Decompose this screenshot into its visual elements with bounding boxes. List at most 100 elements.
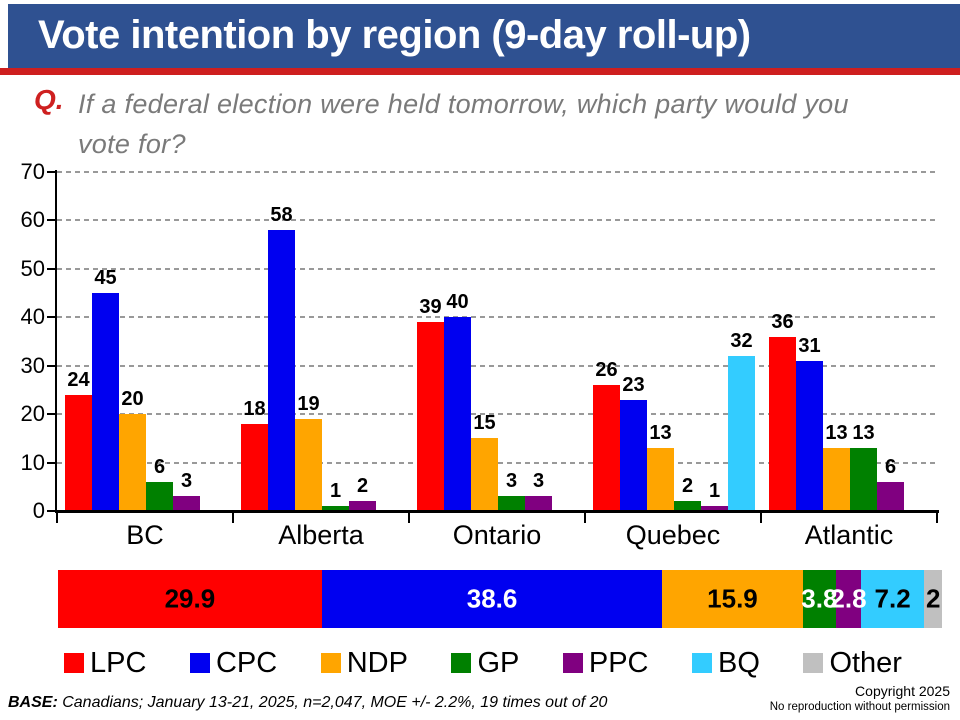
total-value-cpc: 38.6 <box>466 583 518 614</box>
bar-value-atlantic-ndp: 13 <box>825 422 848 445</box>
y-axis-tick-40 <box>47 316 56 319</box>
y-axis-label-20: 20 <box>20 401 45 427</box>
bar-value-quebec-cpc: 23 <box>622 373 645 396</box>
legend-label-other: Other <box>829 646 902 679</box>
bar-atlantic-lpc <box>769 336 796 511</box>
header-bar: Vote intention by region (9-day roll-up) <box>8 4 960 68</box>
total-value-ndp: 15.9 <box>707 583 758 614</box>
legend-item-gp: GP <box>451 647 519 680</box>
y-axis-label-10: 10 <box>20 449 45 475</box>
bar-quebec-gp <box>674 501 701 511</box>
bar-bc-gp <box>146 481 173 511</box>
legend-label-ndp: NDP <box>346 646 408 679</box>
bar-bc-ppc <box>173 496 200 511</box>
total-value-ppc: 2.8 <box>830 583 867 614</box>
total-segment-ppc: 2.8 <box>830 570 867 628</box>
question-prefix: Q. <box>34 84 64 115</box>
bar-quebec-ppc <box>701 506 728 511</box>
y-axis-line <box>55 170 57 513</box>
bar-value-ontario-ndp: 15 <box>473 412 496 435</box>
bar-alberta-cpc <box>268 230 295 511</box>
total-value-lpc: 29.9 <box>164 583 216 614</box>
total-value-other: 2 <box>925 583 941 614</box>
bar-quebec-ndp <box>647 448 674 511</box>
bar-ontario-lpc <box>417 322 444 511</box>
total-segment-ndp: 15.9 <box>662 570 803 628</box>
y-axis-tick-50 <box>47 267 56 270</box>
legend-swatch-lpc <box>64 653 84 673</box>
legend-item-cpc: CPC <box>189 646 278 680</box>
legend-item-other: Other <box>803 647 902 680</box>
x-axis-tick-5 <box>936 513 938 523</box>
y-axis-label-40: 40 <box>20 304 45 330</box>
base-note-text: Canadians; January 13-21, 2025, n=2,047,… <box>57 694 608 711</box>
bar-ontario-cpc <box>444 317 471 511</box>
gridline-70 <box>57 171 937 173</box>
bar-value-bc-lpc: 24 <box>67 368 90 391</box>
y-axis-tick-60 <box>47 219 56 222</box>
bar-value-quebec-gp: 2 <box>681 475 694 498</box>
x-axis-label-bc: BC <box>126 520 164 550</box>
y-axis-tick-0 <box>47 510 56 512</box>
x-axis-line <box>55 510 939 513</box>
bar-quebec-bq <box>728 356 755 511</box>
bar-quebec-cpc <box>620 399 647 511</box>
total-value-bq: 7.2 <box>874 583 911 614</box>
bar-value-ontario-gp: 3 <box>505 470 518 493</box>
y-axis-tick-20 <box>47 413 56 416</box>
bar-alberta-ppc <box>349 501 376 511</box>
x-axis-tick-0 <box>56 513 58 523</box>
y-axis-tick-30 <box>47 364 56 367</box>
survey-question: Q. If a federal election were held tomor… <box>34 84 914 164</box>
bar-value-ontario-lpc: 39 <box>419 296 442 319</box>
bar-value-bc-gp: 6 <box>153 455 166 478</box>
legend-label-cpc: CPC <box>215 646 278 679</box>
bar-quebec-lpc <box>593 385 620 511</box>
legend-item-ndp: NDP <box>320 646 408 680</box>
bar-atlantic-gp <box>850 448 877 511</box>
copyright: Copyright 2025 No reproduction without p… <box>770 683 950 714</box>
bar-value-alberta-cpc: 58 <box>270 204 293 227</box>
bar-value-ontario-cpc: 40 <box>446 291 469 314</box>
legend-swatch-bq <box>692 653 713 673</box>
base-note: BASE: Canadians; January 13-21, 2025, n=… <box>8 694 607 712</box>
y-axis-tick-10 <box>47 461 56 464</box>
chart-legend: LPC CPC NDP GP PPC BQ Other <box>64 645 902 681</box>
total-segment-bq: 7.2 <box>860 570 925 628</box>
x-axis-label-quebec: Quebec <box>625 520 721 550</box>
x-axis-tick-1 <box>232 513 234 523</box>
bar-alberta-ndp <box>295 418 322 511</box>
bar-atlantic-ppc <box>877 481 904 511</box>
copyright-line2: No reproduction without permission <box>769 701 950 713</box>
legend-item-ppc: PPC <box>562 647 649 680</box>
bar-value-quebec-ndp: 13 <box>649 422 672 445</box>
bar-value-atlantic-lpc: 36 <box>771 310 794 333</box>
bar-value-atlantic-gp: 13 <box>852 422 875 445</box>
bar-ontario-ppc <box>525 496 552 511</box>
bar-value-quebec-bq: 32 <box>730 330 753 353</box>
gridline-50 <box>57 267 937 270</box>
bar-alberta-lpc <box>241 423 268 511</box>
legend-label-gp: GP <box>477 646 520 679</box>
page-title: Vote intention by region (9-day roll-up) <box>38 13 751 57</box>
total-segment-other: 2 <box>924 570 942 628</box>
legend-item-bq: BQ <box>692 647 760 680</box>
bar-value-quebec-lpc: 26 <box>595 359 618 382</box>
y-axis-label-0: 0 <box>32 498 45 523</box>
gridline-20 <box>57 413 937 416</box>
total-segment-gp: 3.8 <box>801 570 837 628</box>
bar-ontario-ndp <box>471 438 498 511</box>
bar-value-atlantic-ppc: 6 <box>884 455 897 478</box>
bar-atlantic-ndp <box>823 448 850 511</box>
gridline-40 <box>57 316 937 319</box>
y-axis-label-30: 30 <box>20 352 45 378</box>
gridline-30 <box>57 364 937 367</box>
bar-value-alberta-gp: 1 <box>329 480 342 503</box>
x-axis-label-atlantic: Atlantic <box>804 520 894 550</box>
x-axis-tick-3 <box>584 513 586 523</box>
bar-atlantic-cpc <box>796 360 823 511</box>
x-axis-tick-2 <box>408 513 410 523</box>
bar-value-bc-cpc: 45 <box>94 267 117 290</box>
legend-swatch-gp <box>451 653 472 673</box>
